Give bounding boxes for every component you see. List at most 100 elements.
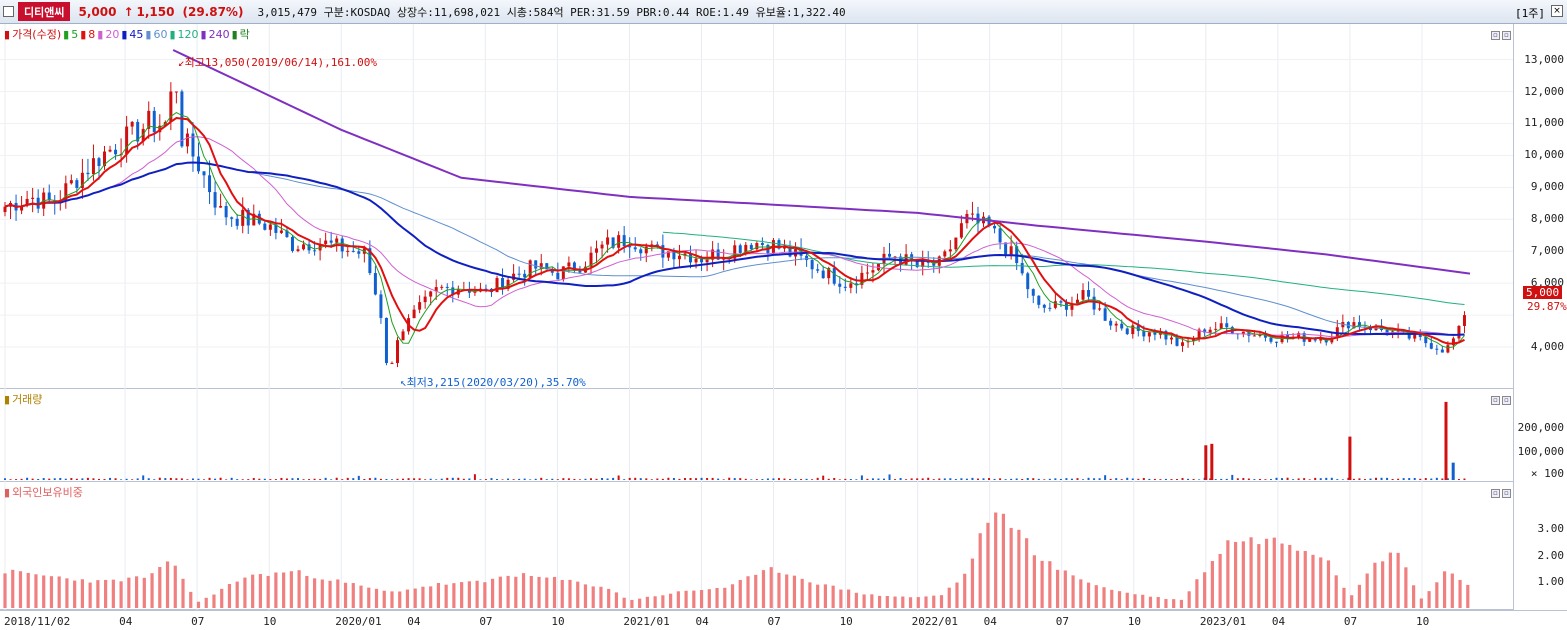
candle-body xyxy=(1275,341,1279,343)
minimize-icon[interactable]: ▫ xyxy=(1491,396,1500,405)
volume-bar xyxy=(225,479,228,480)
candle-body xyxy=(1092,296,1096,310)
foreign-bar xyxy=(761,570,766,608)
foreign-bar xyxy=(994,512,998,608)
volume-bar xyxy=(750,479,753,480)
candle-body xyxy=(854,283,858,285)
foreign-bar xyxy=(1295,550,1300,608)
x-tick-label: 04 xyxy=(983,615,997,628)
volume-bar xyxy=(142,475,145,480)
candle-body xyxy=(307,244,311,251)
volume-bar xyxy=(346,477,349,480)
foreign-bar xyxy=(111,579,115,608)
volume-bar xyxy=(208,477,211,480)
candle-body xyxy=(147,110,151,129)
legend-label: 60 xyxy=(153,28,168,41)
volume-spike-bar xyxy=(1210,443,1214,480)
foreign-bar xyxy=(73,580,77,608)
maximize-icon[interactable]: ▫ xyxy=(1502,396,1511,405)
candle-body xyxy=(561,266,565,280)
legend-label: 5 xyxy=(71,28,79,41)
candle-body xyxy=(1214,328,1218,330)
y-tick-label: 8,000 xyxy=(1530,212,1564,226)
volume-bar xyxy=(136,478,139,480)
period-selector[interactable]: [1주] xyxy=(1515,7,1545,20)
candle-body xyxy=(1053,301,1057,308)
volume-bar xyxy=(1192,478,1195,480)
candle-body xyxy=(1368,327,1372,331)
price-change: 1,150 xyxy=(136,4,175,19)
candle-body xyxy=(644,246,648,254)
volume-bar xyxy=(385,479,388,480)
stock-name-badge[interactable]: 디티앤씨 xyxy=(18,2,71,21)
y-tick-label: 3.00 xyxy=(1537,522,1565,536)
volume-bar xyxy=(733,478,736,480)
candle-body xyxy=(80,172,84,188)
foreign-bar xyxy=(645,596,649,608)
volume-bar xyxy=(180,478,183,480)
candle-body xyxy=(888,253,892,257)
candle-body xyxy=(313,250,317,252)
candle-body xyxy=(268,224,272,230)
foreign-bar xyxy=(1288,544,1292,608)
candle-body xyxy=(174,91,178,93)
candle-body xyxy=(401,331,405,341)
volume-bar xyxy=(965,478,968,480)
foreign-bar xyxy=(119,581,123,608)
volume-bar xyxy=(943,478,946,480)
candle-body xyxy=(246,209,250,226)
foreign-bar xyxy=(1025,538,1029,608)
close-icon[interactable]: × xyxy=(1551,5,1563,17)
price-chart-canvas[interactable] xyxy=(0,24,1513,389)
legend-marker: ▮ xyxy=(169,28,176,41)
minimize-icon[interactable]: ▫ xyxy=(1491,489,1500,498)
candle-body xyxy=(1451,338,1455,346)
low-arrow-icon: ↖ xyxy=(400,376,407,389)
volume-chart-pane[interactable]: ▮ 거래량 ▫ ▫ xyxy=(0,389,1513,482)
volume-chart-canvas[interactable] xyxy=(0,389,1513,482)
maximize-icon[interactable]: ▫ xyxy=(1502,489,1511,498)
volume-bar xyxy=(20,478,23,480)
volume-bar xyxy=(1247,478,1250,480)
volume-bar xyxy=(982,478,985,480)
candle-body xyxy=(208,175,212,193)
candle-body xyxy=(738,245,742,253)
volume-bar xyxy=(645,478,648,480)
volume-spike-bar xyxy=(1451,462,1455,480)
volume-bar xyxy=(949,478,952,480)
y-tick-label: 200,000 xyxy=(1517,421,1564,434)
volume-bar xyxy=(883,478,885,480)
foreign-bar xyxy=(1334,575,1338,608)
volume-bar xyxy=(1198,479,1201,480)
select-checkbox[interactable] xyxy=(3,6,14,17)
foreign-holding-pane[interactable]: ▮ 외국인보유비중 ▫ ▫ xyxy=(0,482,1513,610)
foreign-bar xyxy=(1311,554,1315,608)
foreign-bar xyxy=(34,574,38,608)
candle-body xyxy=(396,340,400,364)
price-chart-pane[interactable]: ▮ 가격(수정) ▮ 5 ▮ 8 ▮ 20 ▮ 45 ▮ 60 ▮ 120 ▮ 240 ▮ 락 ▫ ▫ ↙최고13,… xyxy=(0,24,1513,389)
candle-body xyxy=(539,263,543,269)
y-tick-label: 7,000 xyxy=(1530,244,1564,258)
foreign-holding-canvas[interactable] xyxy=(0,482,1513,610)
current-pct-marker: 29.87% xyxy=(1527,300,1567,313)
foreign-bar xyxy=(1303,551,1307,608)
foreign-bar xyxy=(204,597,208,608)
candle-body xyxy=(1120,323,1124,329)
foreign-bar xyxy=(134,576,139,608)
volume-bar xyxy=(164,478,167,480)
candle-body xyxy=(335,238,339,243)
volume-bar xyxy=(462,478,465,480)
candle-body xyxy=(1098,308,1102,310)
foreign-bar xyxy=(560,579,564,608)
minimize-icon[interactable]: ▫ xyxy=(1491,31,1500,40)
volume-bar xyxy=(396,478,399,480)
y-tick-label: 100,000 xyxy=(1517,445,1564,458)
volume-bar xyxy=(545,479,548,480)
candle-body xyxy=(202,171,206,176)
foreign-bar xyxy=(653,596,657,608)
candle-body xyxy=(970,213,974,215)
volume-bar xyxy=(1098,478,1101,480)
pane-window-buttons: ▫ ▫ xyxy=(1489,392,1511,405)
foreign-bar xyxy=(792,575,797,608)
maximize-icon[interactable]: ▫ xyxy=(1502,31,1511,40)
